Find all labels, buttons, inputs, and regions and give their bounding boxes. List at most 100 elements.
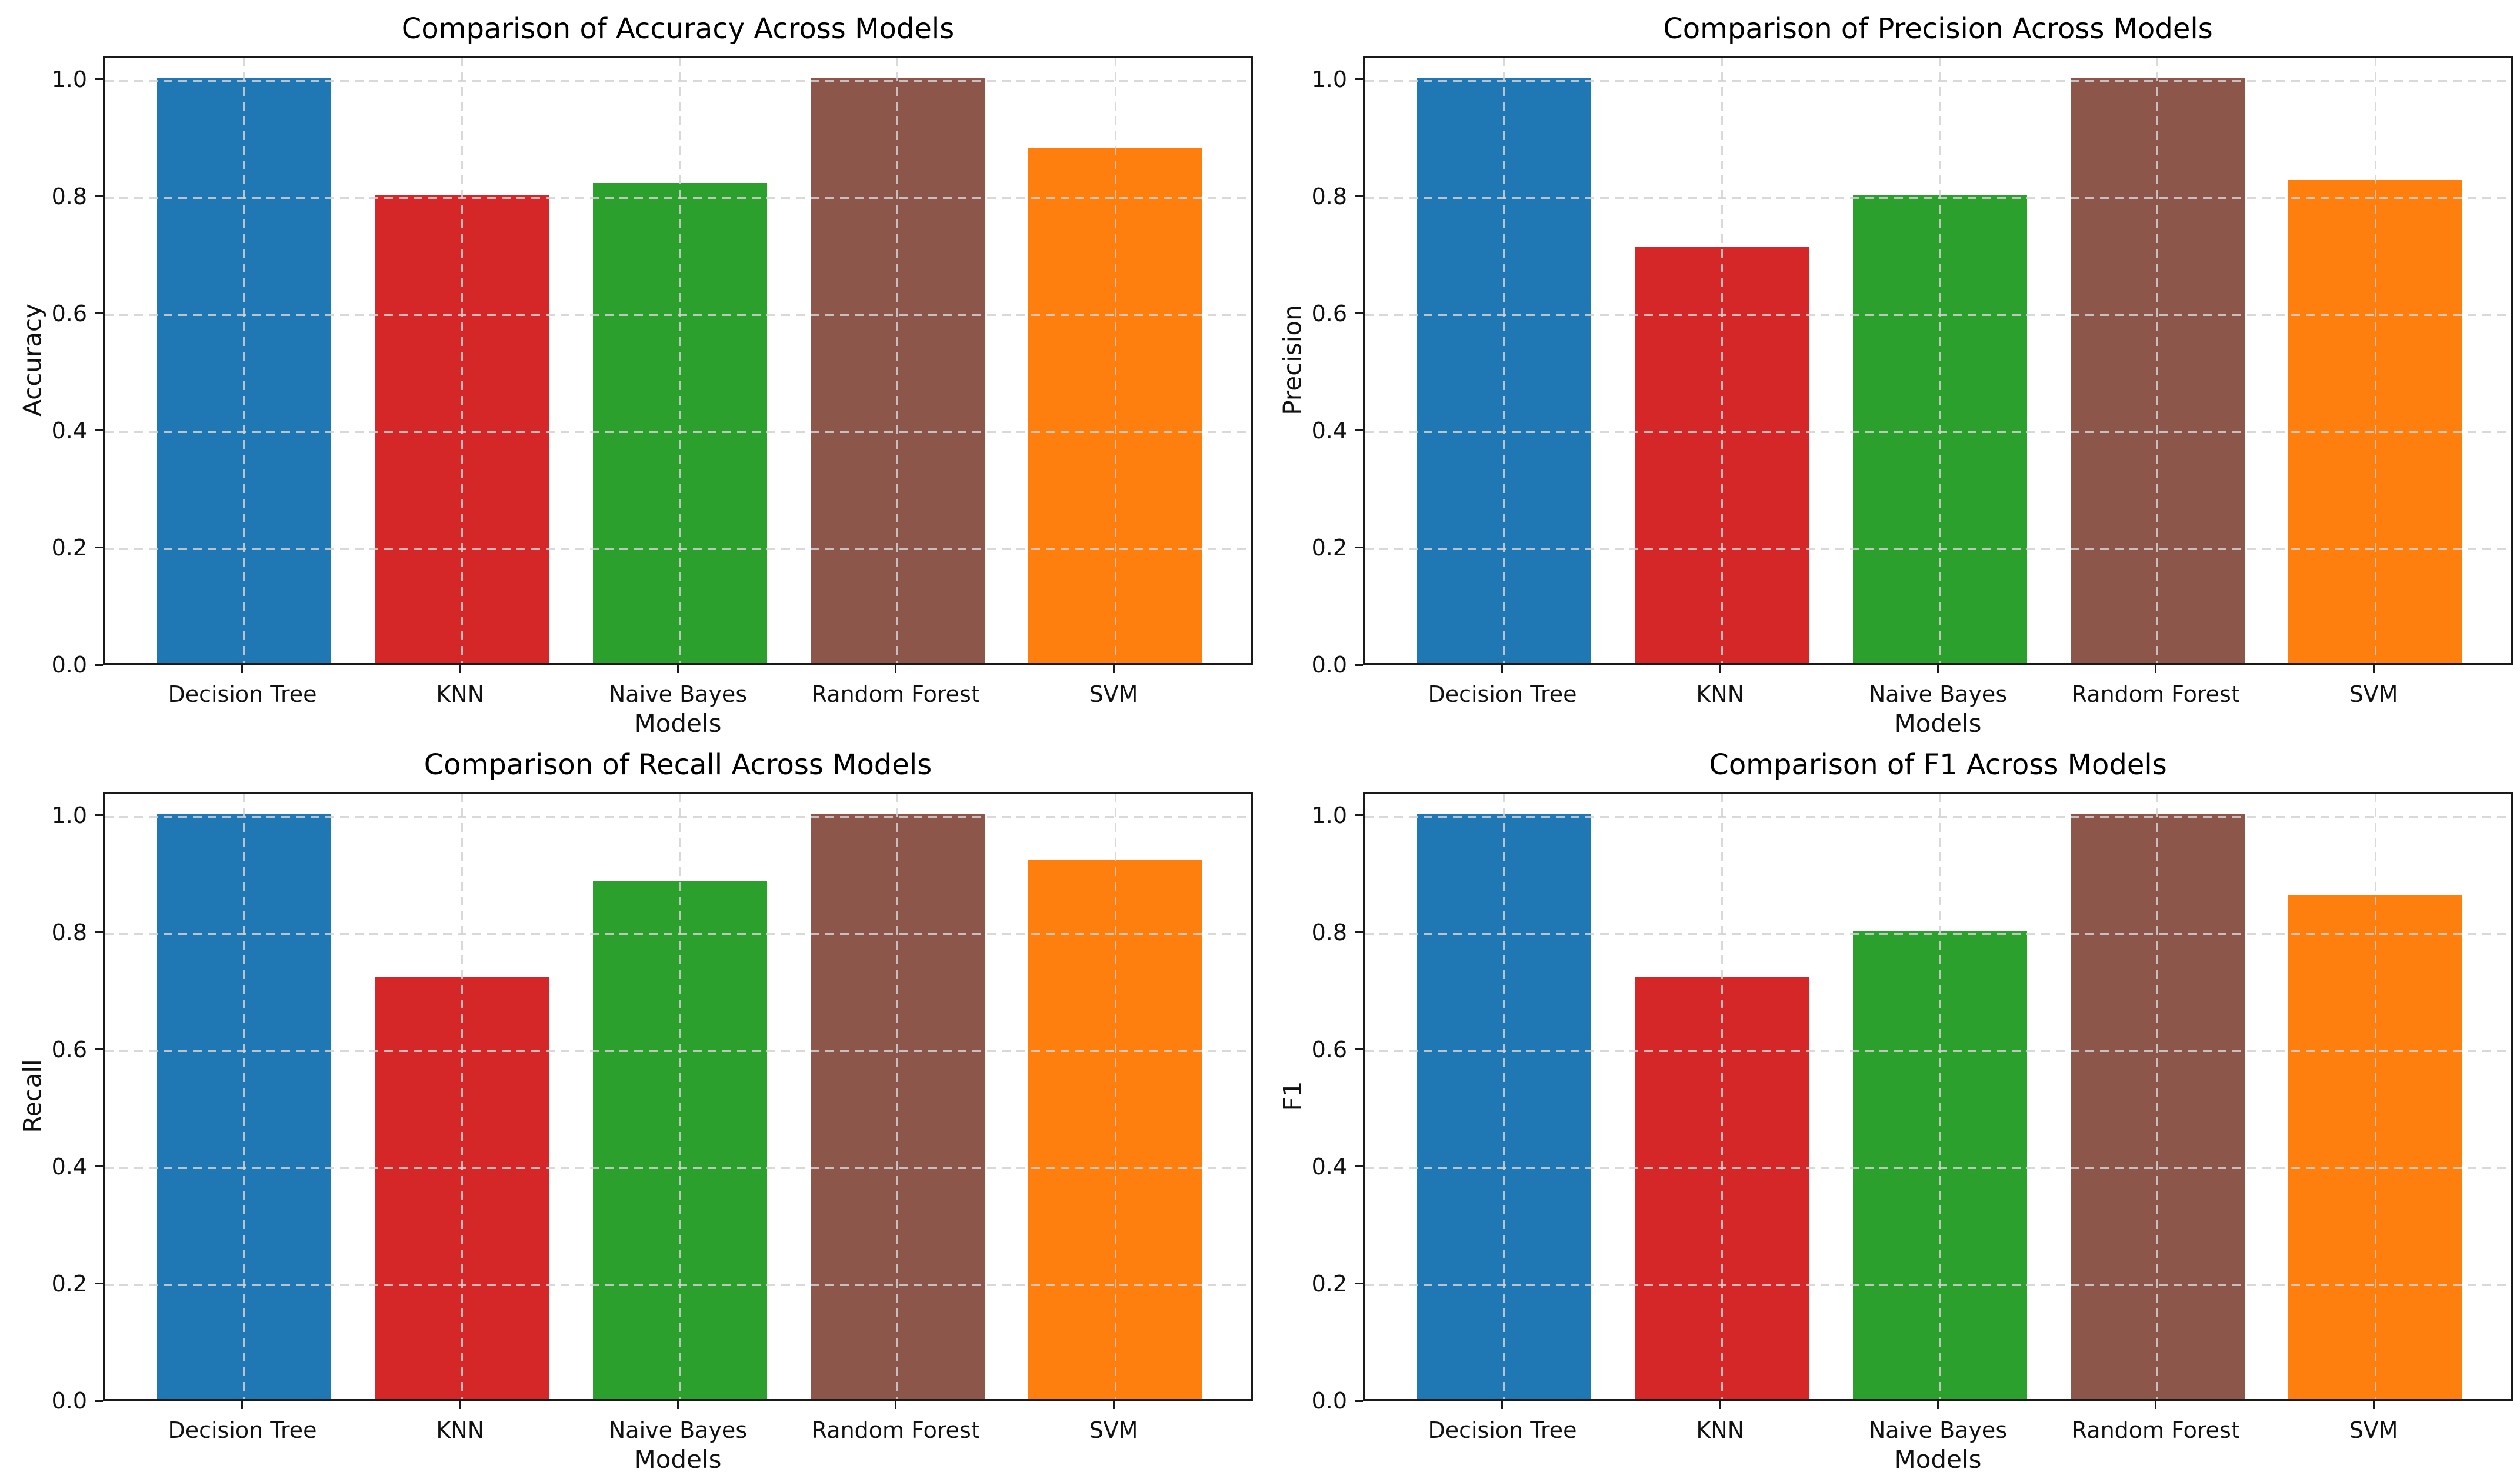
- x-tick-mark: [1112, 665, 1115, 673]
- gridline-v: [2374, 58, 2376, 663]
- y-tick-label: 0.6: [1311, 1036, 1347, 1063]
- x-tick-mark: [677, 665, 679, 673]
- x-axis-label: Models: [1894, 1445, 1982, 1472]
- x-tick-mark: [1719, 665, 1721, 673]
- x-tick-label: SVM: [2349, 1417, 2398, 1443]
- y-tick-label: 0.4: [51, 1153, 87, 1180]
- y-tick-mark: [95, 1048, 103, 1051]
- x-tick-label: KNN: [436, 1417, 485, 1443]
- x-tick-mark: [2155, 1401, 2157, 1409]
- x-axis-label: Models: [1894, 709, 1982, 738]
- x-tick-mark: [459, 1401, 461, 1409]
- gridline-h: [105, 1167, 1251, 1170]
- x-tick-mark: [459, 665, 461, 673]
- gridline-v: [1114, 58, 1116, 663]
- chart-precision: Comparison of Precision Across Models Pr…: [1260, 0, 2520, 738]
- x-tick-label: Naive Bayes: [1868, 1417, 2008, 1443]
- y-tick-mark: [95, 1165, 103, 1168]
- plot-area: [1363, 792, 2513, 1401]
- x-tick-mark: [1501, 1401, 1504, 1409]
- chart-accuracy: Comparison of Accuracy Across Models Acc…: [0, 0, 1260, 738]
- gridline-h: [105, 933, 1251, 935]
- chart-f1: Comparison of F1 Across Models F1 Models…: [1260, 736, 2520, 1472]
- gridline-v: [2156, 794, 2159, 1399]
- x-tick-label: KNN: [436, 681, 485, 707]
- y-tick-label: 0.2: [51, 534, 87, 561]
- gridline-h: [105, 80, 1251, 82]
- x-tick-label: Naive Bayes: [608, 681, 748, 707]
- y-axis-label: Recall: [18, 1059, 47, 1133]
- gridline-v: [2374, 794, 2376, 1399]
- y-tick-mark: [1355, 547, 1363, 549]
- y-tick-mark: [1355, 1048, 1363, 1051]
- y-tick-mark: [1355, 429, 1363, 432]
- x-tick-mark: [241, 1401, 244, 1409]
- y-tick-mark: [1355, 1165, 1363, 1168]
- gridline-h: [105, 197, 1251, 199]
- x-axis-label: Models: [634, 1445, 722, 1472]
- chart-title: Comparison of F1 Across Models: [1709, 748, 2167, 781]
- gridline-v: [461, 58, 463, 663]
- x-axis-label: Models: [634, 709, 722, 738]
- y-tick-label: 1.0: [1311, 802, 1347, 828]
- x-tick-mark: [2155, 665, 2157, 673]
- y-tick-label: 0.2: [1311, 534, 1347, 561]
- gridline-v: [679, 58, 681, 663]
- gridline-h: [105, 314, 1251, 317]
- gridline-h: [105, 1284, 1251, 1287]
- gridline-h: [1365, 431, 2511, 434]
- x-tick-label: Random Forest: [811, 1417, 980, 1443]
- y-axis-label: F1: [1278, 1081, 1307, 1111]
- y-tick-mark: [1355, 1400, 1363, 1402]
- y-tick-label: 0.8: [1311, 183, 1347, 209]
- y-tick-label: 0.0: [1311, 652, 1347, 678]
- x-tick-mark: [1937, 1401, 1939, 1409]
- gridline-v: [1114, 794, 1116, 1399]
- x-tick-label: SVM: [1089, 1417, 1138, 1443]
- chart-title: Comparison of Accuracy Across Models: [401, 12, 955, 45]
- gridline-h: [1365, 548, 2511, 551]
- y-tick-label: 0.6: [1311, 300, 1347, 327]
- y-tick-label: 0.6: [51, 300, 87, 327]
- gridline-h: [1365, 1284, 2511, 1287]
- x-tick-mark: [1719, 1401, 1721, 1409]
- y-tick-label: 0.0: [51, 1388, 87, 1414]
- y-tick-mark: [1355, 931, 1363, 934]
- gridline-h: [1365, 314, 2511, 317]
- gridline-v: [896, 58, 899, 663]
- gridline-v: [896, 794, 899, 1399]
- gridline-v: [1503, 794, 1505, 1399]
- y-tick-mark: [95, 547, 103, 549]
- x-tick-label: Decision Tree: [168, 1417, 317, 1443]
- x-tick-mark: [2372, 665, 2375, 673]
- x-tick-label: Decision Tree: [168, 681, 317, 707]
- y-tick-label: 0.8: [51, 183, 87, 209]
- x-tick-label: KNN: [1696, 681, 1745, 707]
- y-tick-mark: [1355, 1283, 1363, 1285]
- y-tick-label: 0.0: [51, 652, 87, 678]
- plot-area: [103, 56, 1253, 665]
- y-tick-mark: [1355, 312, 1363, 315]
- y-tick-label: 1.0: [51, 66, 87, 92]
- y-tick-mark: [95, 312, 103, 315]
- y-tick-label: 0.2: [51, 1270, 87, 1297]
- chart-recall: Comparison of Recall Across Models Recal…: [0, 736, 1260, 1472]
- gridline-v: [1939, 794, 1941, 1399]
- x-tick-mark: [2372, 1401, 2375, 1409]
- x-tick-mark: [1937, 665, 1939, 673]
- gridline-h: [105, 816, 1251, 818]
- x-tick-label: SVM: [1089, 681, 1138, 707]
- plot-area: [103, 792, 1253, 1401]
- x-tick-mark: [895, 665, 897, 673]
- x-tick-label: Naive Bayes: [1868, 681, 2008, 707]
- gridline-h: [105, 1050, 1251, 1053]
- gridline-v: [1939, 58, 1941, 663]
- x-tick-label: Decision Tree: [1428, 1417, 1577, 1443]
- y-tick-mark: [1355, 195, 1363, 198]
- y-tick-label: 0.6: [51, 1036, 87, 1063]
- y-tick-label: 0.4: [1311, 417, 1347, 444]
- y-tick-label: 0.8: [1311, 919, 1347, 945]
- x-tick-label: Decision Tree: [1428, 681, 1577, 707]
- gridline-h: [1365, 1167, 2511, 1170]
